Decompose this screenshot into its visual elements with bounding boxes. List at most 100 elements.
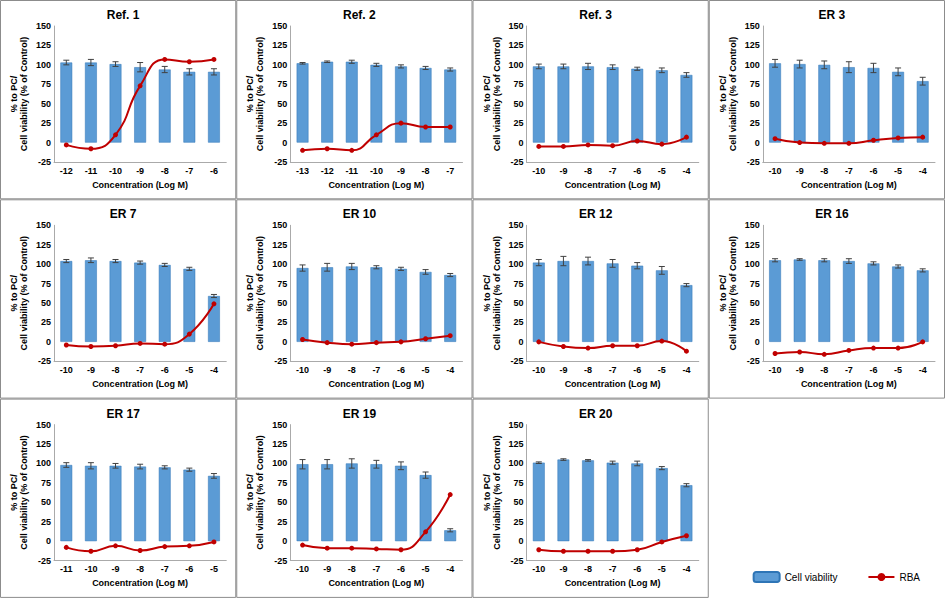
svg-text:-5: -5 xyxy=(422,365,430,375)
svg-text:-7: -7 xyxy=(161,564,169,574)
svg-text:Concentration (Log M): Concentration (Log M) xyxy=(565,578,661,588)
svg-text:75: 75 xyxy=(513,478,523,488)
svg-text:-5: -5 xyxy=(658,166,666,176)
svg-text:150: 150 xyxy=(745,21,760,31)
svg-text:100: 100 xyxy=(272,259,287,269)
svg-text:-8: -8 xyxy=(422,166,430,176)
svg-text:-6: -6 xyxy=(869,166,877,176)
svg-text:0: 0 xyxy=(282,138,287,148)
svg-text:-10: -10 xyxy=(109,166,122,176)
svg-text:-12: -12 xyxy=(321,166,334,176)
svg-text:Cell viability (% of Control): Cell viability (% of Control) xyxy=(19,37,29,152)
svg-text:% to PC/: % to PC/ xyxy=(245,275,255,312)
svg-text:ER 12: ER 12 xyxy=(579,207,613,221)
svg-text:50: 50 xyxy=(750,298,760,308)
svg-text:-4: -4 xyxy=(919,365,927,375)
svg-text:-10: -10 xyxy=(84,564,97,574)
svg-text:ER 7: ER 7 xyxy=(110,207,137,221)
svg-text:Concentration (Log M): Concentration (Log M) xyxy=(328,180,424,190)
svg-text:50: 50 xyxy=(41,497,51,507)
svg-text:-8: -8 xyxy=(348,365,356,375)
svg-text:ER 16: ER 16 xyxy=(815,207,849,221)
svg-text:-7: -7 xyxy=(136,365,144,375)
svg-text:0: 0 xyxy=(282,337,287,347)
svg-text:-25: -25 xyxy=(510,556,523,566)
svg-text:-9: -9 xyxy=(796,166,804,176)
svg-text:0: 0 xyxy=(46,138,51,148)
svg-text:ER 20: ER 20 xyxy=(579,407,613,421)
svg-text:-13: -13 xyxy=(296,166,309,176)
svg-text:-10: -10 xyxy=(370,166,383,176)
svg-text:% to PC/: % to PC/ xyxy=(482,75,492,112)
svg-text:50: 50 xyxy=(277,497,287,507)
svg-text:-7: -7 xyxy=(372,365,380,375)
svg-text:0: 0 xyxy=(46,536,51,546)
svg-text:-8: -8 xyxy=(584,365,592,375)
svg-text:125: 125 xyxy=(508,439,523,449)
svg-text:50: 50 xyxy=(513,99,523,109)
svg-text:-10: -10 xyxy=(60,365,73,375)
svg-text:-7: -7 xyxy=(185,166,193,176)
svg-text:100: 100 xyxy=(272,458,287,468)
svg-text:RBA: RBA xyxy=(899,572,920,583)
svg-text:150: 150 xyxy=(508,420,523,430)
svg-text:Concentration (Log M): Concentration (Log M) xyxy=(328,379,424,389)
svg-text:-25: -25 xyxy=(274,356,287,366)
svg-text:-6: -6 xyxy=(397,564,405,574)
svg-text:-6: -6 xyxy=(869,365,877,375)
svg-text:150: 150 xyxy=(36,220,51,230)
svg-text:ER 10: ER 10 xyxy=(343,207,377,221)
svg-text:-6: -6 xyxy=(633,365,641,375)
svg-text:150: 150 xyxy=(272,420,287,430)
svg-text:-25: -25 xyxy=(747,356,760,366)
svg-text:% to PC/: % to PC/ xyxy=(718,275,728,312)
svg-text:100: 100 xyxy=(36,458,51,468)
svg-text:0: 0 xyxy=(46,337,51,347)
svg-text:-12: -12 xyxy=(60,166,73,176)
svg-text:-9: -9 xyxy=(397,166,405,176)
svg-text:-6: -6 xyxy=(210,166,218,176)
svg-text:-5: -5 xyxy=(185,365,193,375)
svg-text:-9: -9 xyxy=(323,564,331,574)
svg-text:Cell viability (% of Control): Cell viability (% of Control) xyxy=(255,37,265,152)
svg-text:75: 75 xyxy=(513,79,523,89)
svg-text:-7: -7 xyxy=(446,166,454,176)
svg-text:% to PC/: % to PC/ xyxy=(245,474,255,511)
svg-text:25: 25 xyxy=(750,317,760,327)
svg-text:-25: -25 xyxy=(510,356,523,366)
svg-text:-5: -5 xyxy=(210,564,218,574)
svg-text:100: 100 xyxy=(745,60,760,70)
svg-text:0: 0 xyxy=(518,536,523,546)
svg-text:-11: -11 xyxy=(85,166,98,176)
svg-text:-11: -11 xyxy=(346,166,359,176)
svg-text:150: 150 xyxy=(508,21,523,31)
svg-text:-9: -9 xyxy=(323,365,331,375)
svg-text:25: 25 xyxy=(41,118,51,128)
svg-text:100: 100 xyxy=(36,259,51,269)
svg-text:Cell viability (% of Control): Cell viability (% of Control) xyxy=(728,236,738,351)
svg-text:% to PC/: % to PC/ xyxy=(718,75,728,112)
svg-text:-4: -4 xyxy=(919,166,927,176)
svg-text:-25: -25 xyxy=(274,157,287,167)
svg-text:75: 75 xyxy=(41,478,51,488)
svg-text:-8: -8 xyxy=(348,564,356,574)
svg-text:Cell viability: Cell viability xyxy=(785,572,838,583)
svg-text:Concentration (Log M): Concentration (Log M) xyxy=(801,180,897,190)
svg-text:125: 125 xyxy=(508,240,523,250)
svg-text:100: 100 xyxy=(36,60,51,70)
svg-text:Cell viability (% of Control): Cell viability (% of Control) xyxy=(492,37,502,152)
svg-text:-5: -5 xyxy=(894,365,902,375)
svg-text:-10: -10 xyxy=(532,166,545,176)
svg-text:-25: -25 xyxy=(274,556,287,566)
svg-text:-9: -9 xyxy=(112,564,120,574)
svg-text:-8: -8 xyxy=(584,166,592,176)
svg-text:-4: -4 xyxy=(446,564,454,574)
svg-text:50: 50 xyxy=(513,497,523,507)
svg-text:25: 25 xyxy=(750,118,760,128)
svg-text:-8: -8 xyxy=(820,365,828,375)
svg-text:-8: -8 xyxy=(161,166,169,176)
svg-text:125: 125 xyxy=(745,240,760,250)
svg-text:100: 100 xyxy=(508,60,523,70)
svg-text:25: 25 xyxy=(277,517,287,527)
svg-text:-25: -25 xyxy=(510,157,523,167)
